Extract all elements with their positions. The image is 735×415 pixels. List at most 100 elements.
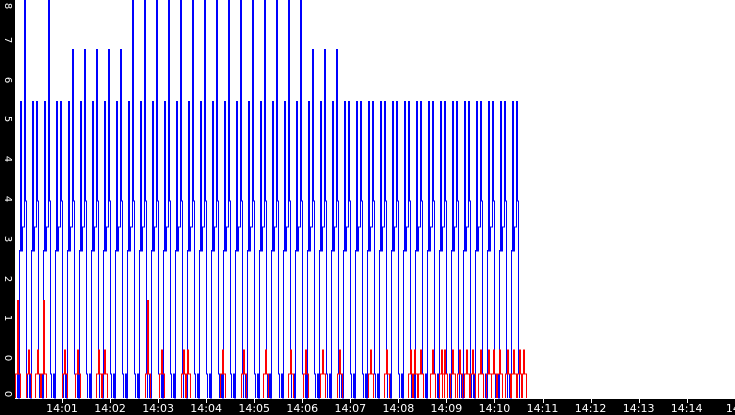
x-tick-label: 14:07 [334,402,367,415]
red-series-pulse [14,299,22,398]
red-series-pulse [477,349,485,398]
blue-series-pulse-group [76,49,89,399]
red-series-pulse [520,349,528,398]
x-tick-label: 14:02 [94,402,126,415]
blue-series-pulse-group [472,100,485,399]
red-series-pulse [463,349,471,398]
red-series-pulse [417,349,425,398]
blue-series-pulse-group [28,100,41,399]
x-tick-mark [206,399,207,403]
blue-series-pulse-group [328,49,341,399]
red-series-pulse [144,299,152,398]
blue-series-pulse-group [100,49,113,399]
red-series-pulse [184,349,192,398]
red-series-pulse [40,299,48,398]
blue-series-pulse-group [232,0,245,399]
blue-series-pulse-group [148,0,161,399]
red-series-pulse [367,349,375,398]
red-series-pulse [441,349,449,398]
blue-series-pulse-group [388,100,401,399]
x-tick-mark [446,399,447,403]
red-series-pulse [158,349,166,398]
blue-series-pulse-group [436,100,449,399]
red-series-pulse [95,349,103,398]
blue-series-pulse-group [136,0,149,399]
blue-series-pulse-group [172,0,185,399]
blue-series-pulse-group [208,0,221,399]
red-series-pulse [240,349,248,398]
x-tick-label: 14: [725,402,735,415]
x-tick-label: 14:04 [190,402,222,415]
blue-series-pulse-group [64,49,77,399]
x-tick-label: 14:12 [574,402,607,415]
blue-series-pulse-group [364,100,377,399]
red-series-pulse [449,349,457,398]
x-tick-mark [62,399,63,403]
y-tick-label: 1 [2,315,13,322]
blue-series-pulse-group [52,100,65,399]
blue-series-pulse-group [184,0,197,399]
red-series-pulse [34,349,42,398]
y-tick-label: 0 [2,390,13,398]
blue-series-pulse-group [112,49,125,399]
x-tick-label: 14:08 [382,402,415,415]
blue-series-pulse-group [196,0,209,399]
y-tick-label: 4 [2,156,13,163]
blue-series-pulse-group [268,0,281,399]
y-tick-label: 4 [2,195,13,203]
red-series-pulse [490,349,498,398]
blue-series-pulse-group [316,49,329,399]
blue-series-pulse-group [16,0,29,399]
x-tick-label: 14:10 [478,402,511,415]
blue-series-pulse-group [244,0,257,399]
red-series-pulse [25,349,33,398]
x-tick-mark [687,399,688,403]
red-series-pulse [496,349,504,398]
y-tick-label: 3 [2,235,13,242]
x-tick-label: 14:05 [238,402,271,415]
blue-series-pulse-group [160,0,173,399]
blue-series-pulse-group [304,49,317,399]
red-series-pulse [61,349,69,398]
blue-series-pulse-group [280,0,293,399]
y-tick-label: 2 [2,275,13,282]
x-tick-label: 14:09 [430,402,463,415]
red-series-pulse [510,349,518,398]
y-tick-label: 5 [2,116,13,123]
red-series-pulse [456,349,464,398]
y-tick-label: 7 [2,36,13,43]
x-tick-mark [254,399,255,403]
x-tick-label: 14:03 [142,402,174,415]
blue-series-pulse-group [352,100,365,399]
x-tick-mark [158,399,159,403]
x-axis [0,399,735,415]
x-tick-mark [110,399,111,403]
blue-series-pulse-group [340,100,353,399]
red-series-pulse [287,349,295,398]
x-tick-mark [543,399,544,403]
x-tick-mark [591,399,592,403]
x-tick-label: 14:13 [622,402,655,415]
red-series-pulse [469,349,477,398]
blue-series-pulse-group [292,0,305,399]
x-tick-mark [350,399,351,403]
blue-series-pulse-group [448,100,461,399]
red-series-pulse [302,349,310,398]
red-series-pulse [319,349,327,398]
y-axis [0,0,15,415]
blue-series-pulse-group [412,100,425,399]
x-tick-mark [494,399,495,403]
x-tick-mark [639,399,640,403]
red-series-pulse [504,349,512,398]
blue-series-pulse-group [400,100,413,399]
y-tick-label: 8 [2,2,13,10]
red-series-pulse [74,349,82,398]
x-tick-mark [302,399,303,403]
blue-series-pulse-group [40,0,53,399]
y-tick-label: 0 [2,355,13,362]
x-tick-mark [398,399,399,403]
x-tick-label: 14:06 [286,402,319,415]
blue-series-pulse-group [496,100,509,399]
